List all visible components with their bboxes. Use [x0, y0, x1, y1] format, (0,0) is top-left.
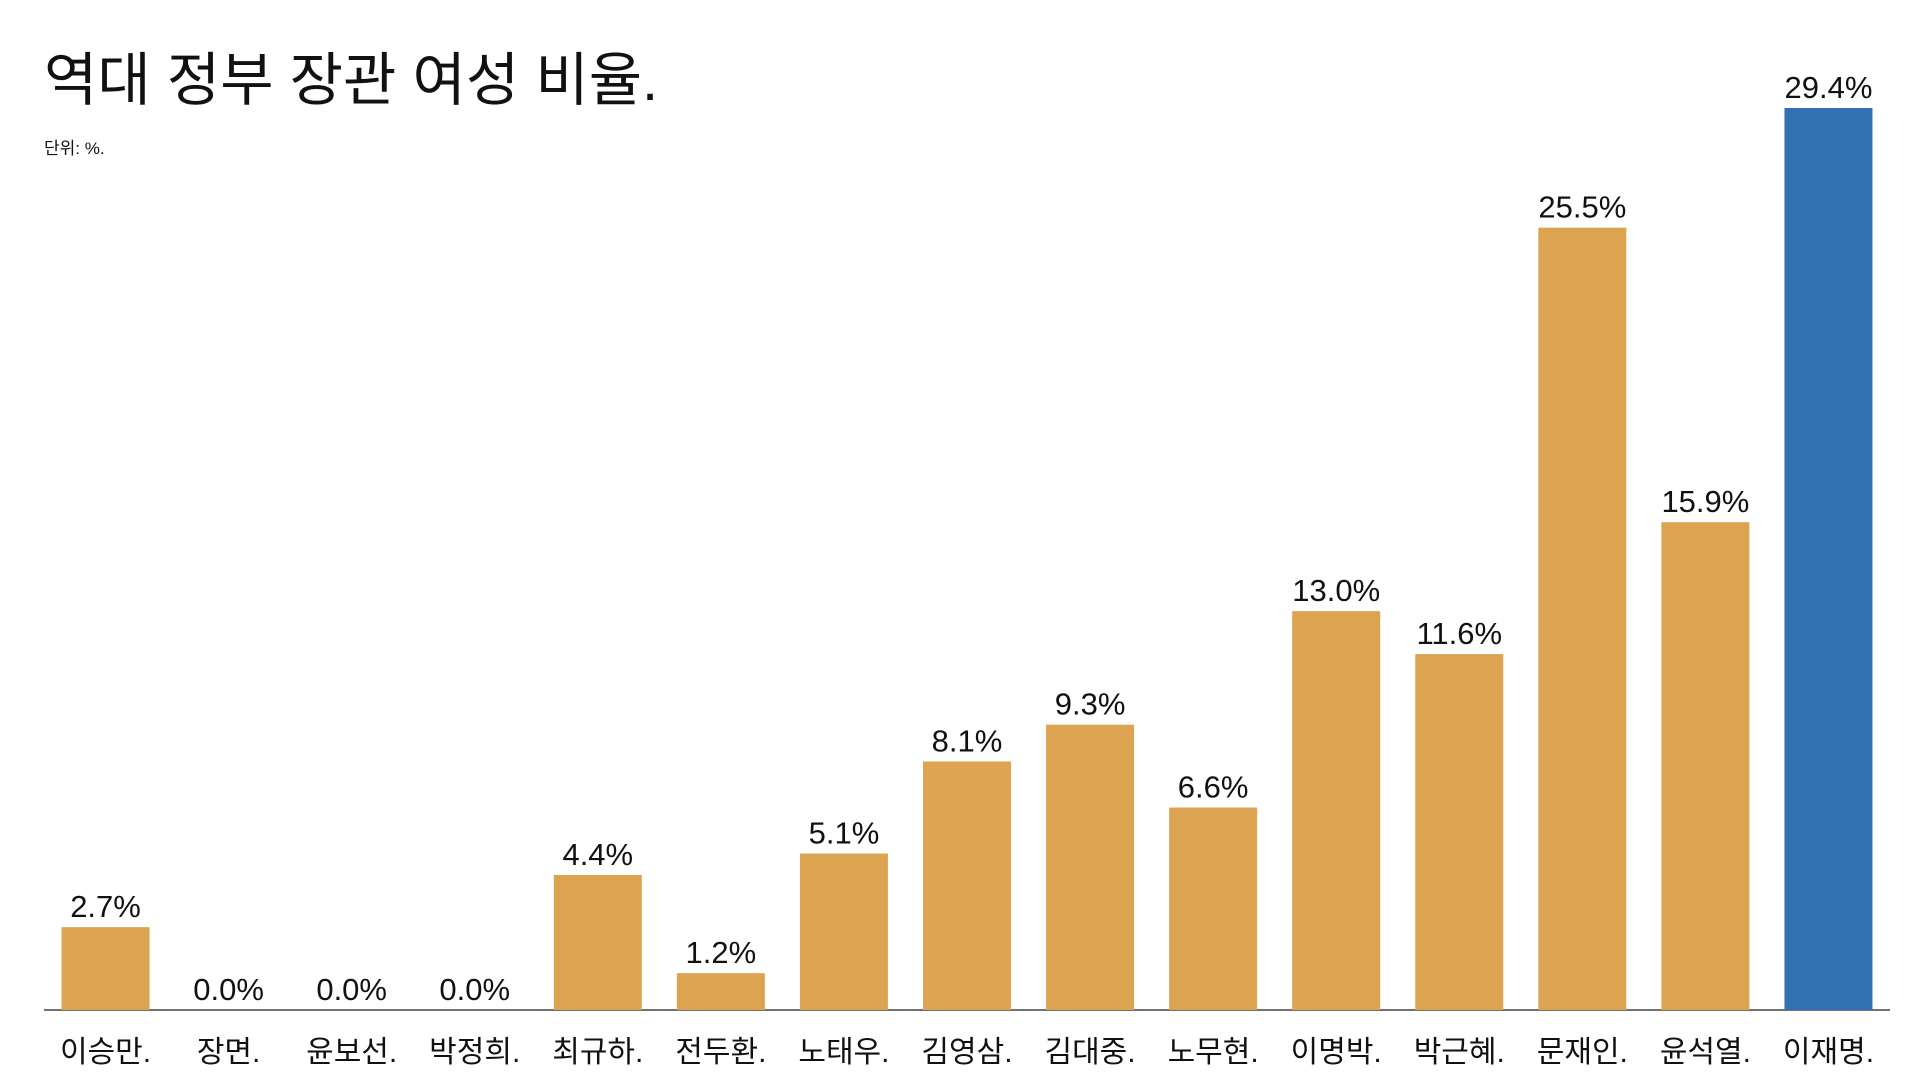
- value-label: 2.7%: [70, 889, 141, 924]
- value-label: 29.4%: [1785, 70, 1873, 105]
- bar: [676, 973, 765, 1010]
- bar: [1046, 724, 1135, 1010]
- value-label: 6.6%: [1178, 770, 1249, 805]
- value-label: 8.1%: [932, 723, 1003, 758]
- value-label: 0.0%: [193, 972, 264, 1007]
- bar: [799, 853, 888, 1010]
- bar: [1538, 227, 1627, 1010]
- value-label: 13.0%: [1292, 573, 1380, 608]
- x-tick-label: 윤보선.: [306, 1036, 397, 1069]
- bar: [61, 927, 150, 1010]
- value-label: 15.9%: [1661, 484, 1749, 519]
- bar: [553, 875, 642, 1010]
- x-tick-label: 이승만.: [60, 1036, 151, 1069]
- chart-subtitle: 단위: %.: [44, 139, 105, 158]
- value-label: 11.6%: [1416, 616, 1502, 651]
- x-tick-label: 노무현.: [1168, 1036, 1259, 1069]
- bar: [1661, 522, 1750, 1010]
- x-tick-label: 장면.: [197, 1036, 261, 1069]
- chart-title: 역대 정부 장관 여성 비율.: [44, 48, 658, 113]
- x-tick-label: 이명박.: [1291, 1036, 1382, 1069]
- x-tick-label: 최규하.: [552, 1036, 643, 1069]
- x-tick-label: 전두환.: [675, 1036, 766, 1069]
- bar: [1415, 654, 1504, 1010]
- bar: [1169, 807, 1258, 1010]
- value-label: 1.2%: [686, 935, 757, 970]
- value-label: 0.0%: [316, 972, 387, 1007]
- bar: [923, 761, 1011, 1010]
- x-tick-label: 박근혜.: [1414, 1036, 1505, 1069]
- x-tick-label: 김영삼.: [921, 1036, 1012, 1069]
- bar: [1292, 611, 1381, 1010]
- value-label: 4.4%: [562, 837, 633, 872]
- x-tick-label: 박정희.: [429, 1036, 520, 1069]
- x-tick-label: 노태우.: [798, 1036, 889, 1069]
- value-label: 5.1%: [809, 816, 880, 851]
- x-tick-label: 김대중.: [1044, 1036, 1135, 1069]
- value-label: 9.3%: [1055, 687, 1126, 722]
- x-tick-label: 윤석열.: [1660, 1036, 1751, 1069]
- value-label: 25.5%: [1538, 190, 1626, 225]
- bar: [1784, 108, 1873, 1010]
- value-label: 0.0%: [439, 972, 510, 1007]
- x-tick-label: 문재인.: [1537, 1036, 1628, 1069]
- x-tick-label: 이재명.: [1783, 1036, 1874, 1069]
